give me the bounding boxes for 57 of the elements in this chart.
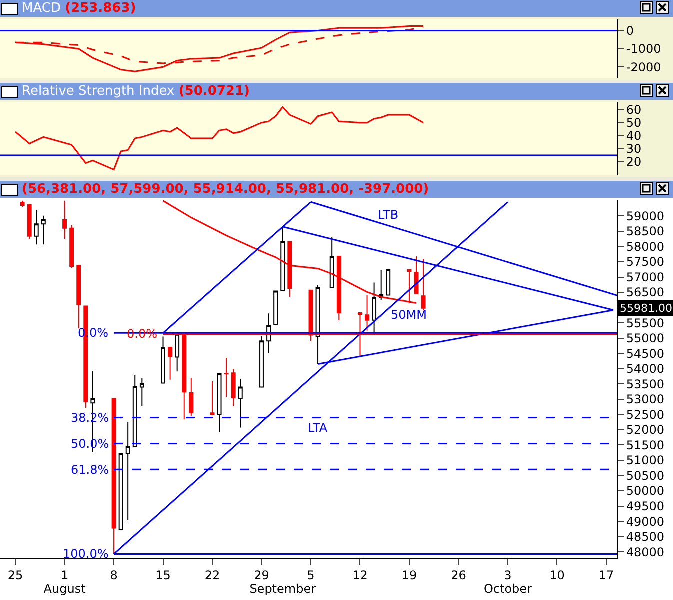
- y-tick-label: 56500: [626, 286, 665, 300]
- y-tick-label: 54500: [626, 346, 665, 361]
- y-tick-label: 60: [626, 103, 642, 118]
- y-tick-label: 52500: [626, 408, 665, 422]
- x-tick-label: 22: [204, 568, 220, 583]
- y-tick-label: 40: [626, 129, 642, 144]
- x-tick-label: 26: [451, 568, 466, 583]
- y-tick-label: 30: [626, 142, 642, 156]
- x2-tick-label: October: [484, 582, 532, 596]
- y-tick-label: 51000: [626, 454, 665, 468]
- annotation: 50MM: [391, 308, 427, 322]
- chart-subtitle: (253.863): [65, 1, 136, 16]
- annotation: 100.0%: [63, 547, 109, 561]
- annotation: 55981.00: [620, 302, 672, 315]
- x-tick-label: 19: [402, 568, 418, 583]
- chart-subtitle: (50.0721): [178, 84, 250, 99]
- y-tick-label: 58000: [626, 240, 665, 254]
- y-tick-label: 58500: [626, 224, 665, 239]
- y-tick-label: 57000: [626, 270, 665, 284]
- y-tick-label: 53500: [626, 377, 665, 392]
- x-tick-label: 25: [8, 568, 24, 583]
- chart-subtitle: (56,381.00, 57,599.00, 55,914.00, 55,981.00, -397.000): [22, 182, 430, 197]
- x-tick-label: 5: [307, 568, 315, 583]
- y-tick-label: 49000: [626, 514, 665, 529]
- y-tick-label: 48000: [626, 545, 665, 560]
- y-tick-label: 49500: [626, 499, 665, 514]
- x-tick-label: 17: [598, 568, 614, 583]
- y-tick-label: 55500: [626, 316, 665, 330]
- y-tick-label: 57500: [626, 255, 665, 270]
- x-tick-label: 29: [254, 568, 270, 583]
- chart-title: Relative Strength Index: [22, 84, 176, 99]
- y-tick-label: 20: [626, 155, 642, 170]
- y-tick-label: 52000: [626, 423, 665, 438]
- annotation: 61.8%: [71, 463, 110, 477]
- y-tick-label: 53000: [626, 392, 665, 407]
- y-tick-label: 0: [626, 24, 634, 38]
- x2-tick-label: September: [250, 582, 316, 596]
- x-tick-label: 15: [156, 568, 171, 583]
- x2-tick-label: August: [44, 582, 86, 596]
- y-tick-label: 50500: [626, 468, 665, 483]
- annotation: LTB: [378, 208, 399, 222]
- y-tick-label: 54000: [626, 362, 665, 376]
- y-tick-label: -2000: [626, 60, 662, 74]
- y-tick-label: -1000: [626, 42, 662, 56]
- x-tick-label: 8: [110, 568, 118, 583]
- x-tick-label: 1: [60, 568, 69, 583]
- y-tick-label: 51500: [626, 438, 665, 452]
- x-tick-label: 12: [352, 568, 368, 583]
- chart-title: MACD: [22, 1, 62, 16]
- y-tick-label: 59000: [626, 209, 665, 224]
- y-tick-label: 48500: [626, 530, 665, 544]
- y-tick-label: 50000: [626, 484, 665, 498]
- y-tick-label: 50: [626, 116, 642, 130]
- x-tick-label: 3: [504, 568, 512, 583]
- annotation: LTA: [308, 421, 328, 435]
- x-tick-label: 10: [550, 568, 565, 583]
- y-tick-label: 55000: [626, 332, 665, 346]
